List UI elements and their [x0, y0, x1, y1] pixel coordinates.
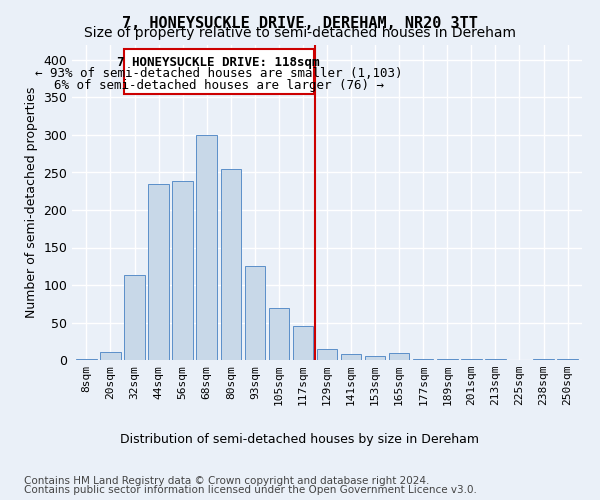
Text: Contains public sector information licensed under the Open Government Licence v3: Contains public sector information licen… [24, 485, 477, 495]
Bar [437, 359, 458, 360]
Text: 6% of semi-detached houses are larger (76) →: 6% of semi-detached houses are larger (7… [54, 78, 384, 92]
Bar [317, 349, 337, 360]
Bar [76, 359, 97, 360]
Text: ← 93% of semi-detached houses are smaller (1,103): ← 93% of semi-detached houses are smalle… [35, 68, 403, 80]
Bar [245, 266, 265, 360]
Bar [557, 359, 578, 360]
Text: Contains HM Land Registry data © Crown copyright and database right 2024.: Contains HM Land Registry data © Crown c… [24, 476, 430, 486]
Bar [124, 275, 145, 360]
Text: Distribution of semi-detached houses by size in Dereham: Distribution of semi-detached houses by … [121, 432, 479, 446]
Bar [413, 358, 433, 360]
Bar [389, 353, 409, 360]
Text: 7, HONEYSUCKLE DRIVE, DEREHAM, NR20 3TT: 7, HONEYSUCKLE DRIVE, DEREHAM, NR20 3TT [122, 16, 478, 31]
Bar [485, 358, 506, 360]
Bar [293, 326, 313, 360]
Bar [341, 354, 361, 360]
Bar [172, 182, 193, 360]
Y-axis label: Number of semi-detached properties: Number of semi-detached properties [25, 87, 38, 318]
Text: Size of property relative to semi-detached houses in Dereham: Size of property relative to semi-detach… [84, 26, 516, 40]
Bar [148, 184, 169, 360]
Bar [533, 359, 554, 360]
Bar [269, 308, 289, 360]
Bar [365, 356, 385, 360]
Bar [196, 135, 217, 360]
Bar [221, 170, 241, 360]
Text: 7 HONEYSUCKLE DRIVE: 118sqm: 7 HONEYSUCKLE DRIVE: 118sqm [118, 56, 320, 69]
Bar [100, 352, 121, 360]
FancyBboxPatch shape [124, 48, 314, 94]
Bar [461, 359, 482, 360]
